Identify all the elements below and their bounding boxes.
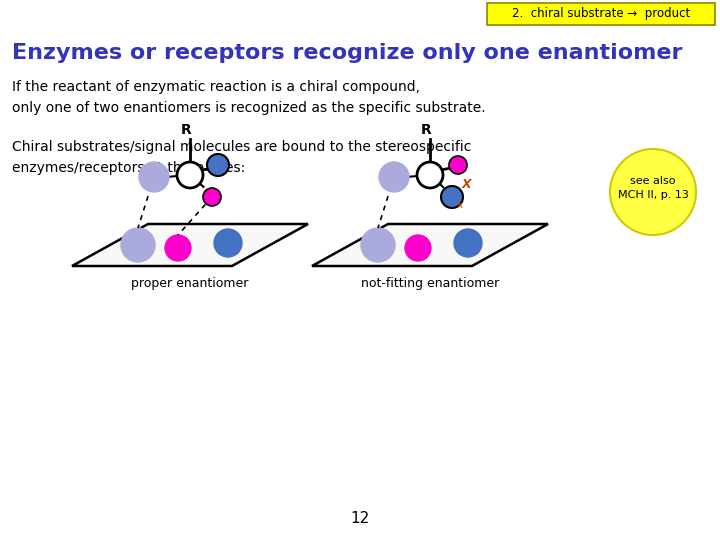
Circle shape (214, 229, 242, 257)
Circle shape (177, 162, 203, 188)
Circle shape (417, 162, 443, 188)
Text: not-fitting enantiomer: not-fitting enantiomer (361, 276, 499, 289)
Polygon shape (72, 224, 308, 266)
Text: see also
MCH II, p. 13: see also MCH II, p. 13 (618, 176, 688, 200)
Circle shape (121, 228, 155, 262)
Text: x: x (456, 200, 463, 210)
Polygon shape (312, 224, 548, 266)
Circle shape (441, 186, 463, 208)
Circle shape (405, 235, 431, 261)
FancyBboxPatch shape (487, 3, 715, 25)
Text: proper enantiomer: proper enantiomer (131, 276, 248, 289)
Circle shape (361, 228, 395, 262)
Circle shape (449, 156, 467, 174)
Text: 2.  chiral substrate →  product: 2. chiral substrate → product (512, 8, 690, 21)
Text: Chiral substrates/signal molecules are bound to the stereospecific
enzymes/recep: Chiral substrates/signal molecules are b… (12, 140, 472, 174)
Text: X: X (462, 179, 471, 192)
Text: If the reactant of enzymatic reaction is a chiral compound,
only one of two enan: If the reactant of enzymatic reaction is… (12, 80, 485, 114)
Circle shape (610, 149, 696, 235)
Text: Enzymes or receptors recognize only one enantiomer: Enzymes or receptors recognize only one … (12, 43, 683, 63)
Text: 12: 12 (351, 511, 369, 526)
Circle shape (454, 229, 482, 257)
Circle shape (203, 188, 221, 206)
Circle shape (165, 235, 191, 261)
Circle shape (207, 154, 229, 176)
Text: R: R (420, 123, 431, 137)
Circle shape (139, 162, 169, 192)
Text: R: R (181, 123, 192, 137)
Circle shape (379, 162, 409, 192)
